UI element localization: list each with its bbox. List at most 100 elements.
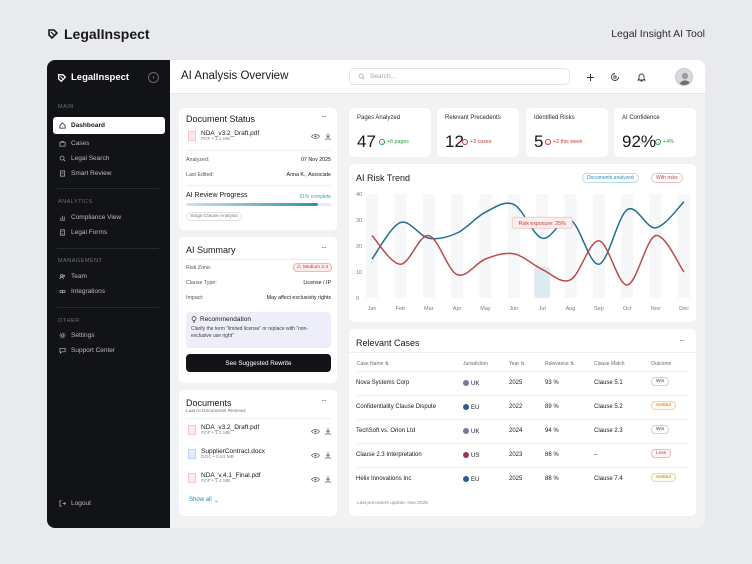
legend-documents[interactable]: Documents analyzed <box>582 173 639 183</box>
sidebar-brand-name: LegalInspect <box>71 72 130 83</box>
table-row[interactable]: TechSoft vs. Orion Ltd UK 2024 94 % Clause 2… <box>356 419 688 443</box>
download-icon[interactable] <box>324 451 332 459</box>
x-tick-label: Nov <box>651 306 661 312</box>
eye-icon[interactable] <box>311 452 320 459</box>
progress-text: 91% complete <box>299 194 331 200</box>
sidebar-item-smart-review[interactable]: Smart Review <box>53 165 165 182</box>
list-item[interactable]: NDA_v.4.1_Final.pdf PDF • 1.4 MB <box>188 472 261 484</box>
table-row[interactable]: Confidentiality Clause Dispute EU 2022 89 %… <box>356 395 688 419</box>
kpi-label: Pages Analyzed <box>357 115 401 121</box>
chart-icon <box>59 215 66 221</box>
more-options-button[interactable]: ··· <box>321 112 327 121</box>
column-header[interactable]: Relevance ⇅ <box>545 361 575 367</box>
column-header[interactable]: Year ⇅ <box>509 361 525 367</box>
case-name: TechSoft vs. Orion Ltd <box>356 428 416 434</box>
case-year: 2025 <box>509 380 523 386</box>
impact-value: May affect exclusivity rights <box>266 295 331 301</box>
column-stripe <box>451 194 464 298</box>
sidebar-item-support-center[interactable]: Support Center <box>53 342 165 359</box>
more-options-button[interactable]: ··· <box>321 396 327 405</box>
file-meta: PDF • 1.1 MB <box>201 431 231 436</box>
progress-fill <box>186 203 318 206</box>
search-input[interactable]: Search... <box>349 68 570 85</box>
logout-button[interactable]: Logout <box>53 495 165 512</box>
top-brand: LegalInspect <box>47 26 150 42</box>
sidebar-item-compliance-view[interactable]: Compliance View <box>53 209 165 226</box>
documents-card: Documents ··· Last AI Documents Reviews … <box>179 390 337 516</box>
users-icon <box>59 274 66 280</box>
tooltip-text: Risk exposure: 25% <box>519 221 566 227</box>
table-row[interactable]: Clause 2.3 Interpretation US 2023 86 % – Loss <box>356 443 688 467</box>
pdf-file-icon <box>188 131 196 141</box>
arrow-up-icon: ↑ <box>545 139 551 145</box>
sidebar-item-team[interactable]: Team <box>53 268 165 285</box>
kpi-delta: ↑ +4% <box>655 139 674 145</box>
more-icon: ··· <box>321 243 327 252</box>
sidebar: LegalInspect ‹ MAIN Dashboard Cases Lega… <box>47 60 170 528</box>
outcome-badge: Settled <box>651 473 676 482</box>
case-relevance: 93 % <box>545 380 559 386</box>
show-all-link[interactable]: Show all ⌄ <box>189 497 219 504</box>
sidebar-item-dashboard[interactable]: Dashboard <box>53 117 165 134</box>
analyzed-value: 07 Nov 2025 <box>300 157 331 163</box>
table-row[interactable]: Nova Systems Corp UK 2025 93 % Clause 5.1 Win <box>356 371 688 395</box>
header-bar: AI Analysis Overview Search... <box>170 60 705 94</box>
series-documents-line <box>371 201 685 265</box>
download-icon[interactable] <box>324 475 332 483</box>
outcome-badge: Loss <box>651 449 672 458</box>
card-title: Documents <box>186 398 232 408</box>
chevron-left-icon: ‹ <box>152 74 155 81</box>
eye-icon[interactable] <box>311 428 320 435</box>
ai-assistant-button[interactable] <box>609 71 621 83</box>
case-relevance: 89 % <box>545 404 559 410</box>
file-item[interactable]: NDA_v3.2_Draft.pdf PDF • 1.1 MB <box>188 130 259 142</box>
sidebar-item-integrations[interactable]: Integrations <box>53 283 165 300</box>
kpi-value: 47 <box>357 132 376 151</box>
kpi-card: Identified Risks 5 ↑ +2 this week <box>526 108 608 157</box>
column-stripe <box>479 194 492 298</box>
table-row[interactable]: Helix Innovations Inc EU 2025 88 % Clause 7.… <box>356 467 688 491</box>
sidebar-item-label: Team <box>71 273 87 280</box>
add-button[interactable] <box>584 71 596 83</box>
doc-file-icon <box>188 449 196 459</box>
column-header[interactable]: Case Name ⇅ <box>357 361 389 367</box>
list-item[interactable]: NDA_v3.2_Draft.pdf PDF • 1.1 MB <box>188 424 259 436</box>
app-window: LegalInspect ‹ MAIN Dashboard Cases Lega… <box>47 60 705 528</box>
notifications-button[interactable] <box>635 71 647 83</box>
clause-match: Clause 7.4 <box>594 476 623 482</box>
suggested-rewrite-button[interactable]: See Suggested Rewrite <box>186 354 331 372</box>
top-brand-name: LegalInspect <box>64 26 150 42</box>
sidebar-item-legal-forms[interactable]: Legal Forms <box>53 224 165 241</box>
sidebar-item-cases[interactable]: Cases <box>53 135 165 152</box>
column-stripe <box>649 194 662 298</box>
jurisdiction-code: UK <box>471 381 480 387</box>
download-icon[interactable] <box>324 132 332 140</box>
highlight-column <box>534 266 551 298</box>
recommendation-box: Recommendation Clarify the term “limited… <box>186 312 331 348</box>
more-options-button[interactable]: ··· <box>321 243 327 252</box>
sidebar-brand[interactable]: LegalInspect <box>57 72 129 83</box>
sidebar-item-legal-search[interactable]: Legal Search <box>53 150 165 167</box>
column-stripe <box>507 194 520 298</box>
sidebar-item-settings[interactable]: Settings <box>53 327 165 344</box>
eye-icon[interactable] <box>311 476 320 483</box>
x-tick-label: Apr <box>453 306 462 312</box>
column-stripe <box>394 194 407 298</box>
logo-icon <box>48 29 59 40</box>
download-icon[interactable] <box>324 427 332 435</box>
kpi-delta: ↑ +3 cases <box>462 139 491 145</box>
divider <box>186 259 331 260</box>
section-analytics: ANALYTICS <box>58 199 93 205</box>
avatar[interactable] <box>675 68 693 86</box>
sidebar-item-label: Cases <box>71 140 90 147</box>
ai-summary-card: AI Summary ··· Risk Zone: ⚠ Medium 2.3 Cl… <box>179 237 337 383</box>
eye-icon[interactable] <box>311 133 320 140</box>
more-options-button[interactable]: ··· <box>679 336 685 345</box>
legend-risks[interactable]: With risks <box>651 173 683 183</box>
list-item[interactable]: SupplierContract.docx DOC • 0.63 MB <box>188 448 265 460</box>
collapse-sidebar-button[interactable]: ‹ <box>148 72 159 83</box>
divider <box>186 150 331 151</box>
analyzed-label: Analyzed: <box>186 157 210 163</box>
clause-match: Clause 5.1 <box>594 380 623 386</box>
case-relevance: 94 % <box>545 428 559 434</box>
